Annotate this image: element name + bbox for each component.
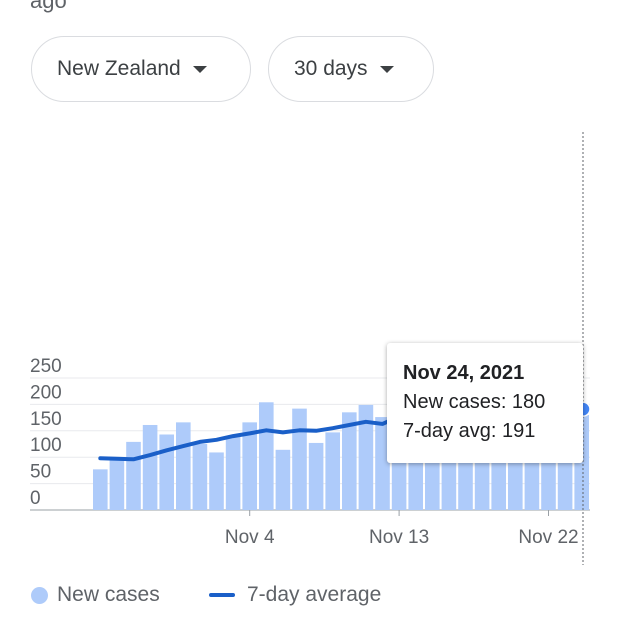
bar [176, 422, 191, 510]
y-tick-label: 50 [30, 462, 51, 483]
bar [225, 435, 241, 510]
chart-tooltip: Nov 24, 2021 New cases: 180 7-day avg: 1… [387, 343, 583, 463]
bar [375, 417, 390, 510]
y-tick-label: 250 [30, 356, 62, 377]
bar [292, 408, 307, 510]
bar [342, 412, 357, 510]
bar [242, 422, 257, 510]
axis-layer: 0 50 100 150 200 250 Nov 4 Nov 13 Nov 22 [30, 356, 579, 548]
bar [209, 452, 224, 510]
bar [358, 404, 374, 510]
bar [275, 449, 291, 510]
legend-dot-icon [31, 586, 48, 604]
y-tick-label: 100 [30, 435, 62, 456]
legend-item-average: 7-day average [209, 580, 381, 610]
chevron-down-icon [379, 65, 394, 73]
y-tick-label: 200 [30, 382, 62, 403]
bar [259, 402, 274, 510]
x-tick-label: Nov 4 [225, 527, 275, 548]
bar [126, 441, 141, 510]
header-fragment: ago [30, 0, 67, 13]
chevron-down-icon [192, 65, 207, 73]
tooltip-date: Nov 24, 2021 [403, 362, 525, 384]
range-dropdown[interactable]: 30 days [268, 36, 434, 102]
bar [325, 432, 340, 510]
bar [109, 458, 125, 510]
range-dropdown-label: 30 days [294, 57, 368, 80]
country-dropdown-label: New Zealand [57, 57, 181, 80]
bar [93, 469, 108, 510]
legend-line-icon [209, 593, 235, 597]
bar [192, 444, 208, 510]
bar [142, 424, 158, 510]
tooltip-avg: 7-day avg: 191 [403, 420, 536, 442]
tooltip-cases: New cases: 180 [403, 391, 546, 413]
y-tick-label: 0 [30, 488, 41, 509]
legend-item-cases: New cases [31, 580, 160, 610]
legend-label-average: 7-day average [247, 583, 382, 606]
y-tick-label: 150 [30, 409, 62, 430]
x-tick-label: Nov 13 [369, 527, 429, 548]
x-tick-label: Nov 22 [518, 527, 578, 548]
country-dropdown[interactable]: New Zealand [31, 36, 251, 102]
legend-label-cases: New cases [57, 583, 160, 606]
bar [159, 434, 174, 510]
bar [308, 442, 324, 510]
